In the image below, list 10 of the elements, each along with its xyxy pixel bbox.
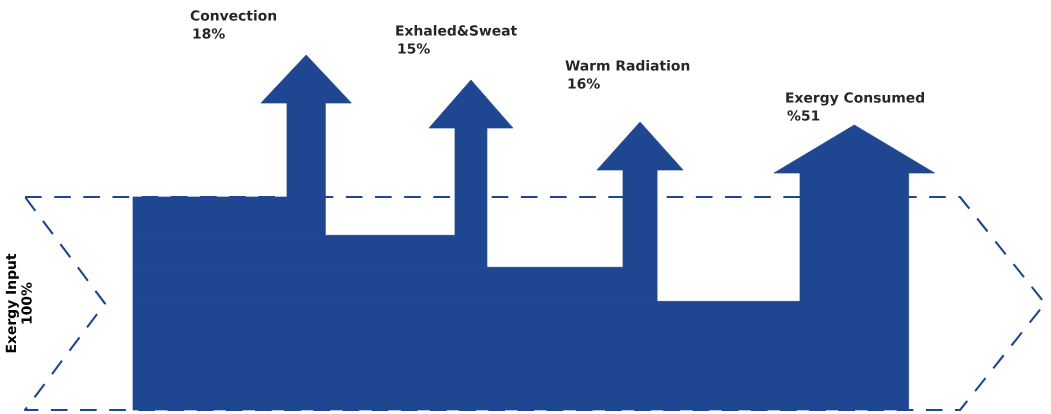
category-label: Warm Radiation bbox=[565, 60, 690, 71]
category-label: Exhaled&Sweat bbox=[396, 25, 517, 36]
category-label: Convection bbox=[190, 10, 277, 21]
category-label: Exergy Input bbox=[5, 253, 19, 353]
data-label: 100% bbox=[21, 282, 32, 324]
data-label: 16% bbox=[568, 78, 600, 89]
data-label: 18% bbox=[193, 28, 225, 39]
data-label: %51 bbox=[787, 110, 820, 121]
data-label: 15% bbox=[398, 43, 430, 54]
category-label: Exergy Consumed bbox=[786, 92, 924, 106]
